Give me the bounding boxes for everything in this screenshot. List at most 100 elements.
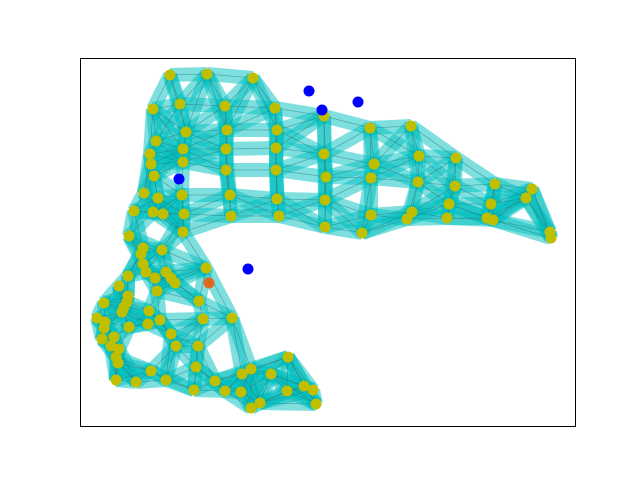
network-node bbox=[96, 333, 108, 345]
edge-line bbox=[270, 373, 317, 405]
network-node bbox=[307, 384, 319, 396]
network-node bbox=[368, 158, 380, 170]
network-node bbox=[320, 171, 332, 183]
network-node bbox=[177, 156, 189, 168]
edge-line bbox=[324, 199, 363, 234]
edge-line bbox=[448, 157, 457, 205]
edge-line bbox=[278, 215, 326, 228]
network-node bbox=[245, 402, 257, 414]
edge-line bbox=[231, 317, 252, 370]
edge-line bbox=[206, 73, 254, 79]
network-node bbox=[143, 305, 155, 317]
network-node bbox=[545, 232, 557, 244]
edge-line bbox=[276, 198, 326, 228]
edge-line bbox=[150, 345, 177, 372]
edge-line bbox=[115, 370, 152, 381]
network-node bbox=[247, 72, 259, 84]
edge-line bbox=[182, 148, 227, 171]
edge-line bbox=[287, 356, 317, 405]
edge-line bbox=[152, 74, 171, 110]
network-node bbox=[164, 69, 176, 81]
network-node bbox=[319, 194, 331, 206]
highlighted-nodes-layer bbox=[173, 85, 364, 289]
network-node bbox=[449, 180, 461, 192]
edge-line bbox=[185, 129, 228, 133]
network-node bbox=[169, 277, 181, 289]
edge-line bbox=[324, 199, 372, 216]
edge-line bbox=[492, 197, 527, 221]
edge-line bbox=[153, 148, 184, 177]
network-node bbox=[221, 124, 233, 136]
edge-line bbox=[325, 163, 375, 178]
edge-line bbox=[324, 226, 363, 234]
edge-line bbox=[230, 198, 278, 217]
edge-line bbox=[454, 183, 496, 187]
edge-line bbox=[259, 402, 317, 405]
edge-line bbox=[494, 183, 533, 190]
edge-line bbox=[198, 300, 233, 319]
network-node bbox=[235, 386, 247, 398]
network-node bbox=[269, 102, 281, 114]
edge-line bbox=[156, 290, 200, 302]
selected-node bbox=[203, 277, 215, 289]
network-node bbox=[157, 208, 169, 220]
edge-line bbox=[169, 73, 208, 76]
edge-line bbox=[250, 368, 261, 404]
edge-line bbox=[490, 188, 533, 205]
network-node bbox=[123, 230, 135, 242]
edge-line bbox=[185, 131, 227, 150]
network-node bbox=[364, 122, 376, 134]
edge-line bbox=[155, 140, 184, 163]
network-node bbox=[245, 363, 257, 375]
network-node bbox=[365, 172, 377, 184]
edge-line bbox=[276, 198, 326, 201]
edge-line bbox=[197, 345, 216, 382]
network-node bbox=[188, 384, 200, 396]
network-node bbox=[135, 248, 147, 260]
edge-line bbox=[165, 267, 207, 273]
network-node bbox=[236, 368, 248, 380]
edge-line bbox=[275, 147, 325, 155]
edge-line bbox=[417, 181, 456, 187]
network-node bbox=[220, 164, 232, 176]
highlighted-node bbox=[173, 173, 185, 185]
network-node bbox=[526, 183, 538, 195]
network-node bbox=[150, 135, 162, 147]
network-node bbox=[151, 285, 163, 297]
edge-line bbox=[274, 107, 325, 117]
edge-line bbox=[276, 129, 325, 155]
edge-line bbox=[410, 125, 457, 159]
edge-line bbox=[224, 105, 276, 109]
network-node bbox=[98, 297, 110, 309]
network-node bbox=[160, 374, 172, 386]
network-node bbox=[254, 397, 266, 409]
network-node bbox=[154, 314, 166, 326]
edge-line bbox=[369, 125, 412, 129]
edge-line bbox=[229, 194, 278, 200]
network-node bbox=[174, 98, 186, 110]
network-node bbox=[298, 380, 310, 392]
highlighted-node bbox=[316, 104, 328, 116]
network-node bbox=[197, 313, 209, 325]
edge-line bbox=[325, 176, 372, 179]
edge-line bbox=[153, 175, 183, 196]
edge-line bbox=[323, 153, 375, 165]
edge-line bbox=[323, 115, 327, 178]
edge-line bbox=[275, 115, 325, 149]
network-node bbox=[180, 126, 192, 138]
edge-line bbox=[155, 103, 181, 142]
edge-line bbox=[185, 73, 208, 133]
edge-line bbox=[369, 127, 372, 179]
network-node bbox=[365, 209, 377, 221]
edge-line bbox=[179, 73, 208, 105]
edge-line bbox=[117, 362, 152, 372]
edge-line bbox=[170, 318, 204, 335]
network-node bbox=[177, 226, 189, 238]
network-node bbox=[165, 328, 177, 340]
network-node bbox=[273, 210, 285, 222]
highlighted-node bbox=[242, 263, 254, 275]
network-node bbox=[170, 340, 182, 352]
edge-line bbox=[373, 163, 419, 183]
network-node bbox=[270, 164, 282, 176]
